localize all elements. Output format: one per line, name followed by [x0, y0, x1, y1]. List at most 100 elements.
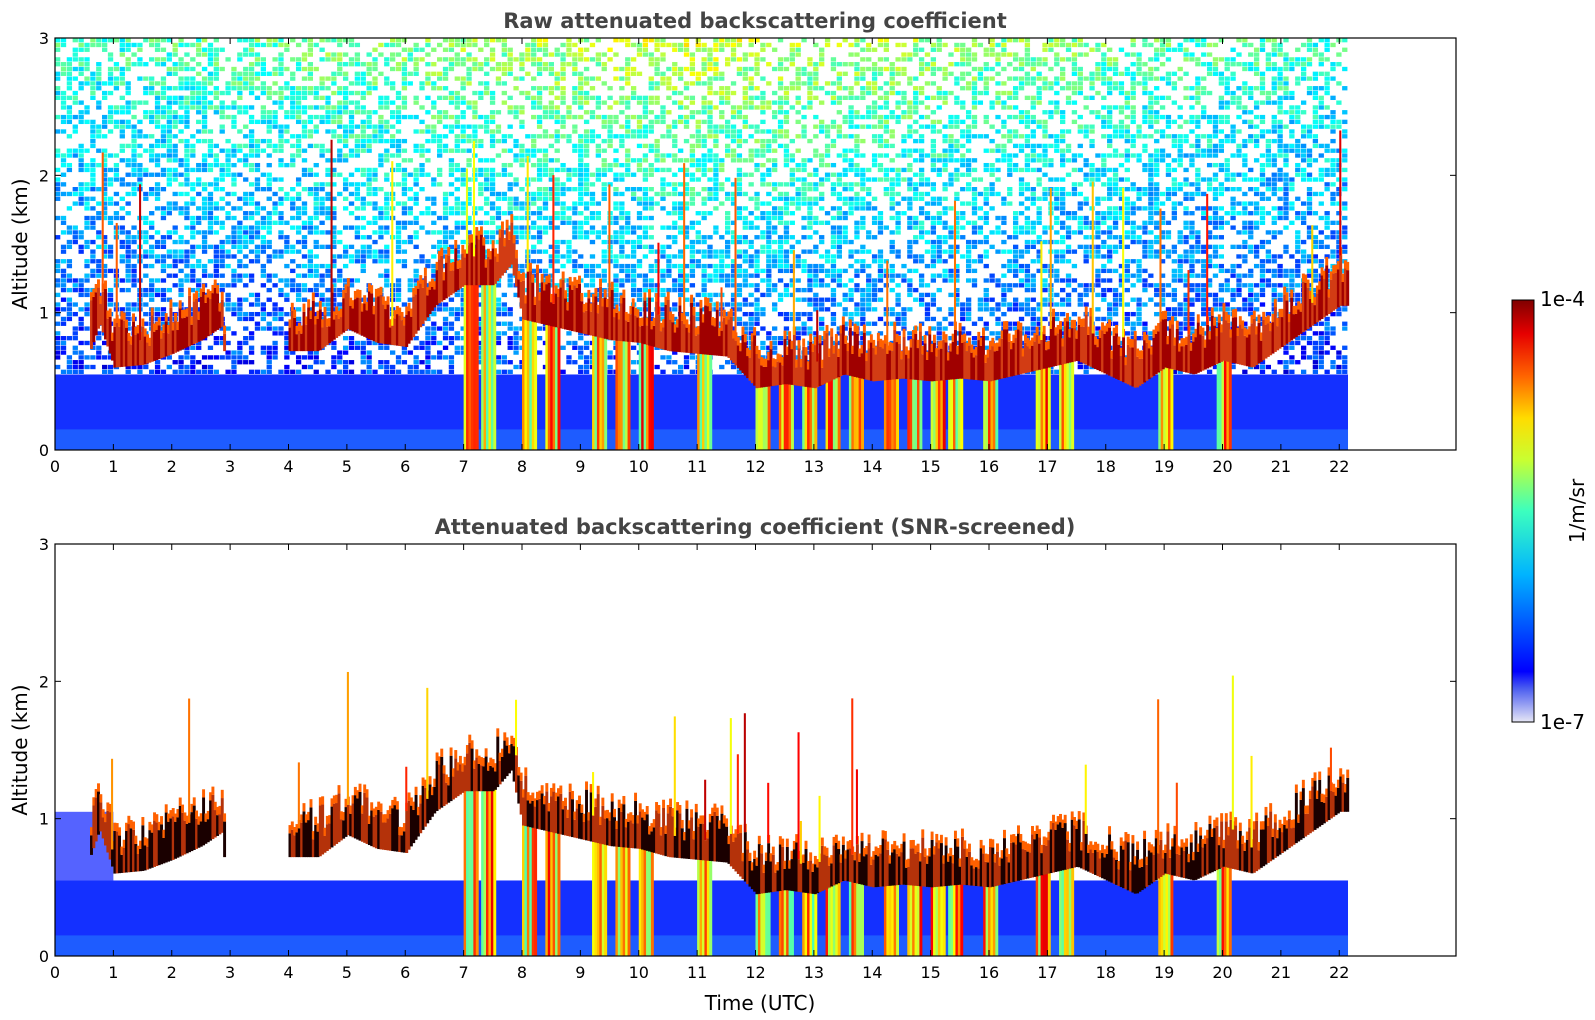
noise-pixel: [701, 268, 707, 274]
noise-pixel: [248, 350, 255, 355]
noise-pixel: [795, 278, 801, 283]
noise-pixel: [354, 167, 361, 173]
noise-pixel: [619, 244, 625, 250]
noise-pixel: [384, 230, 390, 235]
noise-pixel: [695, 302, 701, 307]
noise-pixel: [707, 90, 713, 96]
noise-pixel: [160, 254, 167, 259]
noise-pixel: [495, 206, 502, 211]
noise-pixel: [648, 316, 654, 322]
noise-pixel: [225, 201, 231, 206]
noise-pixel: [401, 206, 408, 211]
noise-pixel: [460, 95, 466, 101]
noise-pixel: [337, 57, 343, 62]
noise-pixel: [113, 105, 120, 110]
noise-pixel: [519, 316, 525, 322]
noise-pixel: [390, 124, 396, 129]
noise-pixel: [654, 42, 660, 48]
noise-pixel: [78, 71, 84, 76]
noise-pixel: [184, 278, 190, 283]
noise-pixel: [372, 369, 378, 374]
noise-pixel: [149, 220, 155, 225]
noise-pixel: [501, 100, 507, 105]
noise-pixel: [213, 158, 219, 163]
noise-pixel: [295, 105, 302, 110]
noise-pixel: [507, 321, 513, 326]
noise-pixel: [578, 201, 584, 206]
noise-pixel: [495, 239, 502, 245]
noise-pixel: [248, 138, 255, 144]
noise-pixel: [84, 76, 90, 81]
noise-pixel: [395, 230, 402, 235]
noise-pixel: [260, 119, 266, 125]
noise-pixel: [677, 66, 684, 72]
noise-pixel: [754, 263, 760, 269]
noise-pixel: [748, 38, 754, 43]
noise-pixel: [813, 62, 819, 67]
noise-pixel: [172, 239, 178, 245]
noise-pixel: [178, 268, 184, 274]
noise-pixel: [172, 283, 178, 288]
noise-pixel: [231, 86, 237, 91]
noise-pixel: [583, 134, 590, 139]
noise-pixel: [672, 42, 678, 48]
noise-pixel: [813, 148, 819, 153]
noise-pixel: [683, 114, 690, 120]
noise-pixel: [266, 259, 272, 264]
noise-pixel: [190, 76, 196, 81]
noise-pixel: [777, 249, 784, 254]
noise-pixel: [284, 235, 290, 240]
noise-pixel: [719, 100, 725, 105]
noise-pixel: [772, 114, 778, 120]
noise-pixel: [107, 90, 114, 96]
noise-pixel: [196, 105, 202, 110]
noise-pixel: [695, 129, 701, 134]
noise-pixel: [519, 268, 525, 274]
noise-pixel: [742, 57, 748, 62]
noise-pixel: [419, 340, 425, 346]
noise-pixel: [331, 215, 337, 221]
noise-pixel: [196, 38, 202, 43]
noise-pixel: [437, 134, 443, 139]
noise-pixel: [413, 283, 419, 288]
noise-pixel: [642, 100, 649, 105]
noise-pixel: [583, 182, 590, 187]
noise-pixel: [677, 225, 684, 230]
noise-pixel: [454, 316, 460, 322]
noise-pixel: [231, 114, 237, 120]
noise-pixel: [666, 355, 672, 360]
noise-pixel: [149, 283, 155, 288]
noise-pixel: [390, 350, 396, 355]
panel-raw-heatmap: [55, 38, 1350, 450]
noise-pixel: [266, 364, 272, 370]
noise-pixel: [519, 148, 525, 153]
noise-pixel: [713, 129, 719, 134]
noise-pixel: [213, 76, 219, 81]
noise-pixel: [554, 158, 560, 163]
noise-pixel: [184, 62, 190, 67]
noise-pixel: [231, 66, 237, 72]
noise-pixel: [578, 235, 584, 240]
noise-pixel: [583, 364, 590, 370]
noise-pixel: [307, 42, 314, 48]
noise-pixel: [172, 42, 178, 48]
noise-pixel: [248, 259, 255, 264]
noise-pixel: [237, 263, 243, 269]
noise-pixel: [266, 129, 272, 134]
noise-pixel: [342, 196, 349, 201]
noise-pixel: [360, 259, 366, 264]
noise-pixel: [772, 100, 778, 105]
noise-pixel: [160, 316, 167, 322]
noise-pixel: [78, 230, 84, 235]
noise-pixel: [601, 52, 607, 57]
noise-pixel: [225, 105, 231, 110]
noise-pixel: [337, 355, 343, 360]
noise-pixel: [578, 220, 584, 225]
noise-pixel: [542, 66, 549, 72]
noise-pixel: [648, 287, 654, 293]
noise-pixel: [507, 182, 513, 187]
noise-pixel: [372, 340, 378, 346]
noise-pixel: [707, 187, 713, 192]
noise-pixel: [531, 95, 537, 101]
noise-pixel: [636, 95, 643, 101]
